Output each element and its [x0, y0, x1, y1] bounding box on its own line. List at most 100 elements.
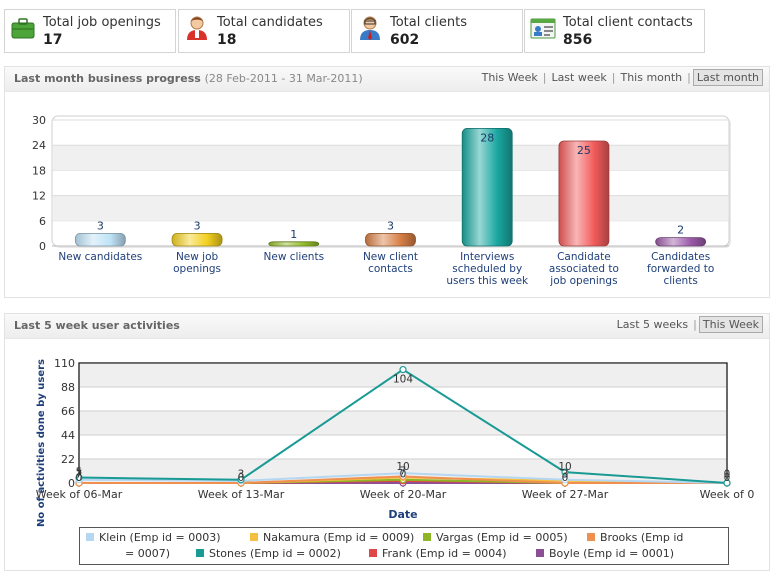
x-tick-label: Week of 27-Mar [522, 488, 609, 501]
x-category-label: scheduled by [452, 263, 522, 275]
filter-last-month[interactable]: Last month [692, 69, 763, 86]
point-label: 0 [238, 472, 245, 484]
legend-label: Stones (Emp id = 0002) [209, 547, 341, 560]
point-label: 0 [562, 472, 569, 484]
bar-value-label: 25 [577, 144, 591, 157]
legend-item[interactable]: Klein (Emp id = 0003) [86, 531, 221, 544]
y-tick-label: 30 [32, 114, 46, 127]
legend-label: Klein (Emp id = 0003) [99, 531, 221, 544]
stat-value: 856 [563, 32, 593, 48]
x-category-label: users this week [446, 275, 529, 287]
filter-last-week[interactable]: Last week [551, 71, 607, 84]
point-label: 0 [76, 472, 83, 484]
data-point [399, 365, 407, 374]
legend-swatch [536, 549, 544, 557]
legend-label: Nakamura (Emp id = 0009) [263, 531, 415, 544]
stat-value: 17 [43, 32, 63, 48]
legend-swatch [250, 533, 258, 541]
bar-value-label: 2 [677, 224, 684, 237]
legend-item[interactable]: Boyle (Emp id = 0001) [536, 547, 674, 560]
stat-value: 18 [217, 32, 237, 48]
legend-label: Brooks (Emp id [600, 531, 684, 544]
bar-value-label: 3 [387, 219, 394, 232]
panel-header: Last month business progress (28 Feb-201… [5, 67, 769, 92]
point-label: 0 [724, 472, 731, 484]
filter-activity-this-week[interactable]: This Week [698, 316, 763, 333]
x-category-label: clients [663, 275, 697, 287]
legend-swatch [369, 549, 377, 557]
y-tick-label: 24 [32, 139, 46, 152]
candidate-icon [187, 16, 207, 40]
grid-band [80, 411, 726, 435]
point-label: 0 [724, 469, 731, 481]
stat-label: Total client contacts [563, 15, 693, 30]
x-tick-label: Week of 06-Mar [36, 488, 123, 501]
date-range: (28 Feb-2011 - 31 Mar-2011) [204, 72, 363, 85]
point-label: 10 [558, 461, 571, 473]
bar [171, 232, 223, 247]
x-tick-label: Week of 0 [700, 488, 755, 501]
y-tick-label: 18 [32, 164, 46, 177]
stat-client-contacts[interactable]: Total client contacts 856 [524, 9, 705, 53]
bar [74, 232, 126, 247]
stat-candidates[interactable]: Total candidates 18 [178, 9, 350, 53]
legend-item[interactable]: Vargas (Emp id = 0005) [423, 531, 568, 544]
data-point [399, 469, 407, 477]
legend-item-continued[interactable]: = 0007) [125, 547, 170, 560]
legend-swatch [423, 533, 431, 541]
contact-card-icon [530, 18, 556, 39]
y-tick-label: 66 [61, 405, 75, 418]
bar [655, 237, 707, 247]
x-category-label: New job [176, 251, 219, 263]
panel-header: Last 5 week user activities Last 5 weeks… [5, 314, 769, 339]
grid-band [53, 145, 728, 171]
bar-value-label: 28 [480, 131, 494, 144]
x-axis-title: Date [388, 508, 417, 521]
stat-clients[interactable]: Total clients 602 [351, 9, 523, 53]
y-tick-label: 0 [39, 240, 46, 253]
legend-label: Boyle (Emp id = 0001) [549, 547, 675, 560]
y-tick-label: 44 [61, 429, 75, 442]
bar [268, 241, 320, 247]
stat-label: Total candidates [217, 15, 323, 30]
x-category-label: Candidates [651, 251, 710, 263]
y-tick-label: 110 [54, 357, 75, 370]
y-tick-label: 22 [61, 453, 75, 466]
bar-value-label: 1 [290, 228, 297, 241]
point-label: 7 [400, 465, 407, 477]
y-axis-title: No of activities done by users [36, 359, 47, 527]
point-label: 3 [562, 469, 569, 481]
legend-item[interactable]: Frank (Emp id = 0004) [369, 547, 507, 560]
x-category-label: New clients [264, 251, 325, 263]
bar [558, 140, 610, 247]
legend-item[interactable]: Nakamura (Emp id = 0009) [250, 531, 414, 544]
legend-item[interactable]: Brooks (Emp id [587, 531, 683, 544]
x-category-label: Candidate [557, 251, 611, 263]
legend-swatch [587, 533, 595, 541]
legend-label: Frank (Emp id = 0004) [382, 547, 507, 560]
legend-item[interactable]: Stones (Emp id = 0002) [196, 547, 341, 560]
x-tick-label: Week of 20-Mar [360, 488, 447, 501]
filter-this-week[interactable]: This Week [481, 71, 538, 84]
bar [461, 128, 513, 247]
stat-job-openings[interactable]: Total job openings 17 [4, 9, 176, 53]
activity-filters: Last 5 weeks | This Week [614, 316, 763, 333]
bar [365, 232, 416, 247]
point-label: 7 [76, 469, 83, 481]
x-category-label: associated to [549, 263, 619, 275]
x-category-label: contacts [368, 263, 413, 275]
x-tick-label: Week of 13-Mar [198, 488, 285, 501]
stat-value: 602 [390, 32, 420, 48]
point-label: 10 [396, 461, 409, 473]
grid-band [53, 195, 728, 221]
filter-this-month[interactable]: This month [620, 71, 683, 84]
filter-last-5-weeks[interactable]: Last 5 weeks [616, 318, 689, 331]
business-filters: This Week | Last week | This month | Last mont… [479, 69, 763, 86]
chart-legend: Klein (Emp id = 0003) Nakamura (Emp id = … [79, 527, 729, 565]
data-point [723, 479, 731, 487]
business-progress-panel: Last month business progress (28 Feb-201… [4, 66, 770, 298]
legend-label: Vargas (Emp id = 0005) [436, 531, 568, 544]
y-tick-label: 0 [68, 477, 75, 490]
